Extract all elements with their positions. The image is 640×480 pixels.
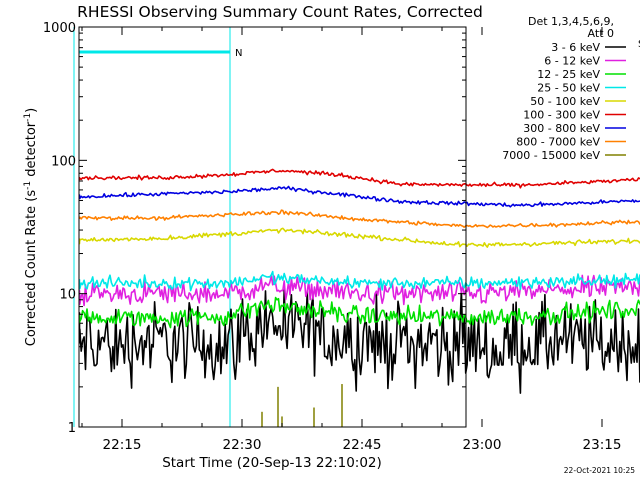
series-3-6-kev — [78, 289, 640, 394]
x-axis-label: Start Time (20-Sep-13 22:10:02) — [162, 455, 382, 471]
series-300-800-kev — [78, 185, 640, 208]
legend-label: 3 - 6 keV — [551, 41, 600, 54]
series-12-25-kev — [78, 296, 640, 329]
legend-header-attenuator: Att 0 — [588, 27, 614, 40]
x-tick-label: 23:15 — [583, 437, 622, 453]
data-series — [78, 168, 640, 427]
y-axis-label: Corrected Count Rate (s-1 detector-1) — [23, 108, 39, 346]
series-line — [78, 274, 640, 307]
series-6-12-kev — [78, 274, 640, 307]
y-axis-ticks: 1 10 100 1000 — [43, 21, 466, 436]
series-line — [78, 209, 640, 229]
y-axis-label-sup2: -1 — [23, 113, 33, 122]
series-50-100-kev — [78, 227, 640, 248]
legend-label: 100 - 300 keV — [523, 109, 600, 122]
series-line — [78, 185, 640, 208]
x-tick-label: 22:45 — [343, 437, 382, 453]
flag-label: N — [235, 48, 242, 59]
legend-label: 6 - 12 keV — [544, 55, 600, 68]
y-axis-label-part2: detector — [24, 121, 39, 181]
legend-label: 7000 - 15000 keV — [502, 149, 600, 162]
x-tick-label: 23:00 — [463, 437, 502, 453]
legend-label: 25 - 50 keV — [537, 82, 600, 95]
series-line — [78, 296, 640, 329]
legend-label: 800 - 7000 keV — [516, 136, 600, 149]
y-axis-label-part1: Corrected Count Rate (s — [24, 190, 39, 347]
y-tick-label: 10 — [59, 288, 76, 303]
y-axis-label-part3: ) — [24, 108, 39, 113]
y-tick-label: 100 — [51, 154, 76, 169]
series-line — [78, 168, 640, 189]
status-flags: NS — [73, 27, 640, 427]
series-25-50-kev — [78, 270, 640, 292]
y-axis-label-sup1: -1 — [23, 181, 33, 190]
y-tick-label: 1 — [68, 421, 76, 436]
x-tick-label: 22:30 — [223, 437, 262, 453]
series-7000-15000-kev — [261, 384, 343, 427]
flag-label: S — [638, 39, 640, 50]
series-line — [78, 227, 640, 248]
legend-label: 50 - 100 keV — [530, 95, 600, 108]
legend-label: 12 - 25 keV — [537, 68, 600, 81]
chart-title: RHESSI Observing Summary Count Rates, Co… — [77, 3, 483, 21]
plot-frame — [78, 26, 467, 428]
series-800-7000-kev — [78, 209, 640, 229]
x-tick-label: 22:15 — [103, 437, 142, 453]
legend-label: 300 - 800 keV — [523, 122, 600, 135]
generation-timestamp: 22-Oct-2021 10:25 — [564, 466, 635, 475]
series-100-300-kev — [78, 168, 640, 189]
series-line — [78, 289, 640, 394]
y-tick-label: 1000 — [43, 21, 76, 36]
legend-header-detectors: Det 1,3,4,5,6,9, — [528, 15, 614, 28]
series-line — [78, 270, 640, 292]
